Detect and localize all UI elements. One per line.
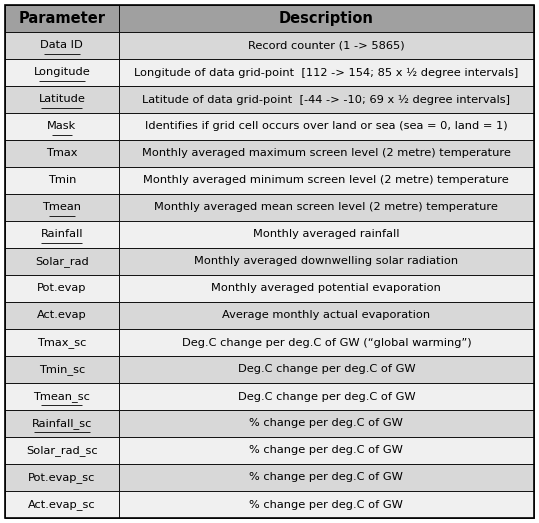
Bar [5,113,119,140]
Bar [119,302,534,329]
Text: % change per deg.C of GW: % change per deg.C of GW [250,446,403,456]
Text: Solar_rad: Solar_rad [35,256,89,267]
Bar [119,248,534,275]
Text: Deg.C change per deg.C of GW: Deg.C change per deg.C of GW [238,365,415,374]
Bar [5,194,119,221]
Bar [5,5,119,32]
Text: Monthly averaged mean screen level (2 metre) temperature: Monthly averaged mean screen level (2 me… [155,202,498,212]
Text: Tmax_sc: Tmax_sc [37,337,87,348]
Bar [5,59,119,86]
Bar [5,410,119,437]
Text: Tmax: Tmax [46,149,78,158]
Bar [5,302,119,329]
Text: Rainfall: Rainfall [40,230,83,240]
Text: Act.evap_sc: Act.evap_sc [28,499,96,510]
Text: Pot.evap_sc: Pot.evap_sc [28,472,95,483]
Text: Monthly averaged rainfall: Monthly averaged rainfall [253,230,399,240]
Bar [119,59,534,86]
Text: % change per deg.C of GW: % change per deg.C of GW [250,418,403,428]
Bar [119,356,534,383]
Bar [119,383,534,410]
Bar [119,464,534,491]
Text: Rainfall_sc: Rainfall_sc [32,418,92,429]
Text: Act.evap: Act.evap [37,311,87,321]
Bar [119,275,534,302]
Bar [5,491,119,518]
Text: Deg.C change per deg.C of GW (“global warming”): Deg.C change per deg.C of GW (“global wa… [182,337,471,347]
Text: Monthly averaged potential evaporation: Monthly averaged potential evaporation [211,283,441,293]
Bar [5,86,119,113]
Bar [119,5,534,32]
Bar [119,491,534,518]
Text: Solar_rad_sc: Solar_rad_sc [26,445,98,456]
Bar [5,383,119,410]
Bar [5,275,119,302]
Text: Pot.evap: Pot.evap [37,283,87,293]
Text: % change per deg.C of GW: % change per deg.C of GW [250,472,403,483]
Bar [5,356,119,383]
Text: Tmin: Tmin [47,176,76,186]
Text: Record counter (1 -> 5865): Record counter (1 -> 5865) [248,40,405,51]
Bar [119,32,534,59]
Text: Tmin_sc: Tmin_sc [39,364,85,375]
Text: Deg.C change per deg.C of GW: Deg.C change per deg.C of GW [238,392,415,402]
Bar [119,167,534,194]
Bar [119,329,534,356]
Text: Monthly averaged maximum screen level (2 metre) temperature: Monthly averaged maximum screen level (2… [142,149,511,158]
Text: % change per deg.C of GW: % change per deg.C of GW [250,499,403,509]
Text: Latitude: Latitude [38,95,85,105]
Text: Latitude of data grid-point  [-44 -> -10; 69 x ½ degree intervals]: Latitude of data grid-point [-44 -> -10;… [142,95,510,105]
Text: Tmean: Tmean [43,202,81,212]
Text: Mask: Mask [47,121,77,131]
Bar [5,248,119,275]
Text: Data ID: Data ID [40,40,83,51]
Bar [119,410,534,437]
Text: Parameter: Parameter [18,11,105,26]
Text: Description: Description [279,11,374,26]
Bar [5,329,119,356]
Bar [5,32,119,59]
Bar [119,194,534,221]
Text: Average monthly actual evaporation: Average monthly actual evaporation [222,311,431,321]
Bar [5,140,119,167]
Text: Identifies if grid cell occurs over land or sea (sea = 0, land = 1): Identifies if grid cell occurs over land… [145,121,508,131]
Bar [119,140,534,167]
Text: Monthly averaged downwelling solar radiation: Monthly averaged downwelling solar radia… [194,256,459,267]
Bar [5,167,119,194]
Bar [119,86,534,113]
Text: Longitude: Longitude [33,67,90,77]
Bar [5,464,119,491]
Bar [119,437,534,464]
Text: Longitude of data grid-point  [112 -> 154; 85 x ½ degree intervals]: Longitude of data grid-point [112 -> 154… [134,67,519,77]
Bar [119,221,534,248]
Text: Tmean_sc: Tmean_sc [33,391,91,402]
Bar [5,437,119,464]
Bar [5,221,119,248]
Text: Monthly averaged minimum screen level (2 metre) temperature: Monthly averaged minimum screen level (2… [143,176,509,186]
Bar [119,113,534,140]
